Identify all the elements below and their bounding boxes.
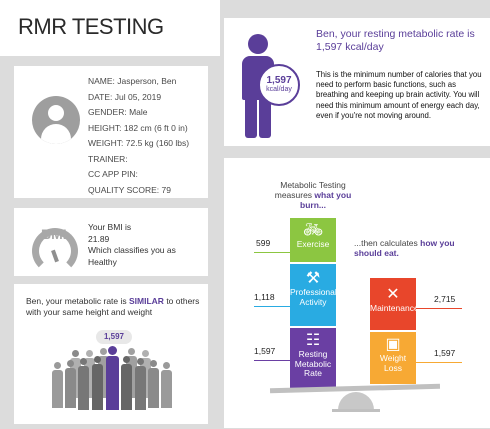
crowd-icon <box>52 346 172 412</box>
gauge-label: BMI <box>41 226 67 242</box>
resting-metabolic-connector <box>254 360 290 361</box>
bed-icon: ☷ <box>305 332 321 349</box>
metabolic-title: Metabolic Testing measures what you burn… <box>274 180 352 210</box>
calculates-strong: how you should eat. <box>354 238 455 258</box>
bmi-classification: Healthy <box>88 256 117 267</box>
weight-loss-value: 1,597 <box>434 348 456 358</box>
professional-activity-block: ⚒︎ Professional Activity <box>290 264 337 326</box>
exercise-label: Exercise <box>296 239 330 249</box>
weight-loss-label: Weight Loss <box>379 353 407 373</box>
resting-metabolic-value: 1,597 <box>254 346 276 356</box>
rmr-value: 1,597 <box>266 75 292 86</box>
metabolic-card: Metabolic Testing measures what you burn… <box>224 158 490 428</box>
header: RMR TESTING <box>0 0 220 56</box>
resting-metabolic-block: ☷ Resting Metabolic Rate <box>290 328 336 388</box>
professional-activity-value: 1,118 <box>254 292 275 302</box>
calculates-text: ...then calculates how you should eat. <box>354 238 455 258</box>
similar-card: Ben, your metabolic rate is SIMILAR to o… <box>14 284 208 424</box>
fork-knife-icon: ✕ <box>386 286 400 303</box>
gauge-icon: BMI <box>32 226 78 274</box>
profile-fields: NAME: Jasperson, Ben DATE: Jul 05, 2019 … <box>88 74 189 198</box>
rmr-value-badge: 1,597 kcal/day <box>258 64 300 106</box>
bmi-line3: Which classifies you as <box>88 245 176 255</box>
field-quality-score: QUALITY SCORE: 79 <box>88 184 171 195</box>
field-height: HEIGHT: 182 cm (6 ft 0 in) <box>88 122 188 133</box>
field-trainer: TRAINER: <box>88 153 128 164</box>
bmi-line1: Your BMI is <box>88 222 132 232</box>
exercise-block: 🚲︎ Exercise <box>290 218 336 262</box>
field-app-pin: CC APP PIN: <box>88 169 138 179</box>
bicycle-icon: 🚲︎ <box>302 222 324 239</box>
maintenance-value: 2,715 <box>434 294 456 304</box>
page-title: RMR TESTING <box>18 14 164 39</box>
rmr-description: This is the minimum number of calories t… <box>316 70 482 120</box>
metabolic-title-strong: what you burn... <box>300 190 352 210</box>
similar-value-bubble: 1,597 <box>96 330 132 344</box>
bmi-card: BMI Your BMI is 21.89 Which classifies y… <box>14 208 208 276</box>
weight-loss-connector <box>416 362 462 363</box>
scale-icon: ▣ <box>385 336 401 353</box>
hammer-icon: ⚒︎ <box>305 270 321 287</box>
professional-activity-connector <box>254 306 290 307</box>
maintenance-connector <box>416 308 462 309</box>
bmi-text: Your BMI is 21.89 Which classifies you a… <box>88 222 176 268</box>
field-weight: WEIGHT: 72.5 kg (160 lbs) <box>88 138 190 148</box>
balance-fulcrum-icon <box>338 392 374 410</box>
maintenance-label: Maintenance <box>370 303 419 313</box>
bmi-value: 21.89 <box>88 233 110 244</box>
profile-card: NAME: Jasperson, Ben DATE: Jul 05, 2019 … <box>14 66 208 198</box>
similar-text: Ben, your metabolic rate is SIMILAR to o… <box>26 296 200 317</box>
field-name: NAME: Jasperson, Ben <box>88 76 177 86</box>
field-gender: GENDER: Male <box>88 107 148 117</box>
professional-activity-label: Professional Activity <box>290 287 337 307</box>
rmr-title: Ben, your resting metabolic rate is 1,59… <box>316 28 475 53</box>
field-date: DATE: Jul 05, 2019 <box>88 91 162 102</box>
rmr-unit: kcal/day <box>266 86 292 93</box>
resting-metabolic-label: Resting Metabolic Rate <box>294 349 332 378</box>
exercise-connector <box>254 252 290 253</box>
balance-base <box>332 409 380 412</box>
weight-loss-block: ▣ Weight Loss <box>370 332 416 384</box>
maintenance-block: ✕ Maintenance <box>370 278 419 330</box>
similar-strong: SIMILAR <box>129 296 164 306</box>
rmr-card: 1,597 kcal/day Ben, your resting metabol… <box>224 18 490 146</box>
exercise-value: 599 <box>256 238 271 248</box>
avatar-icon <box>32 96 80 144</box>
